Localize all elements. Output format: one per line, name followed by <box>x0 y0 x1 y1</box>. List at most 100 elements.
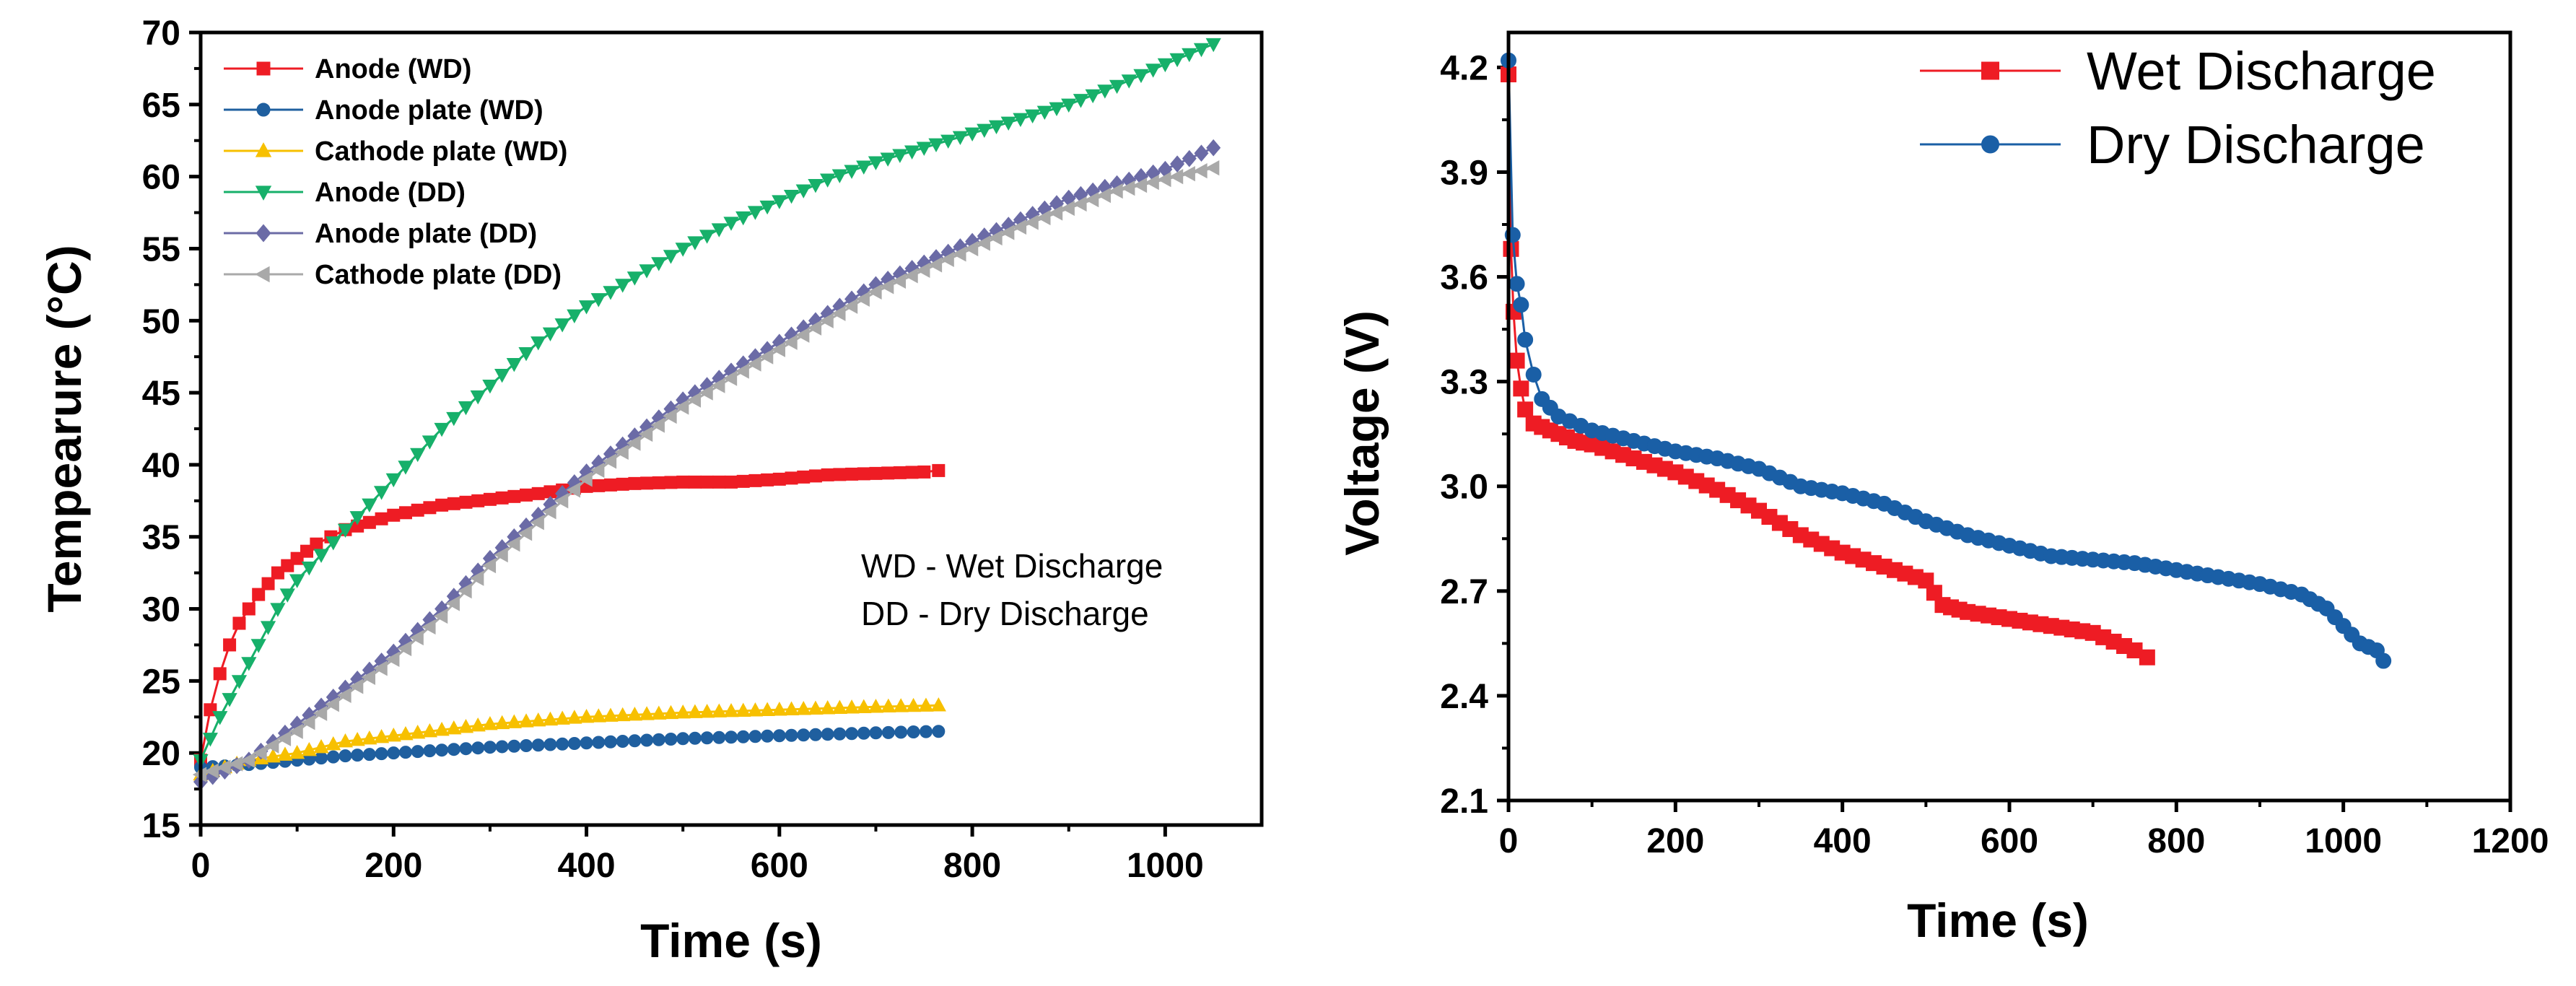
data-point <box>520 738 533 752</box>
data-point <box>223 638 237 652</box>
y-tick-label: 2.4 <box>1440 678 1488 716</box>
legend-marker <box>255 266 270 283</box>
y-tick-label: 70 <box>142 14 180 53</box>
data-point <box>1517 331 1534 348</box>
data-point <box>879 279 894 295</box>
data-point <box>747 702 764 717</box>
data-point <box>554 493 569 509</box>
data-point <box>410 724 426 739</box>
data-point <box>857 467 870 481</box>
data-point <box>722 370 738 386</box>
data-point <box>518 347 534 362</box>
y-tick-label: 55 <box>142 230 180 269</box>
data-point <box>855 291 870 307</box>
data-point <box>554 318 570 333</box>
data-point <box>483 741 497 754</box>
data-point <box>590 293 606 307</box>
data-point <box>820 173 836 188</box>
data-point <box>844 165 860 179</box>
data-point <box>349 731 365 746</box>
data-point <box>1181 166 1195 182</box>
x-tick-label: 200 <box>1646 822 1704 860</box>
data-point <box>506 714 522 728</box>
x-tick-label: 1200 <box>2472 822 2549 860</box>
data-point <box>250 639 266 653</box>
data-point <box>1145 64 1161 78</box>
data-point <box>664 476 678 489</box>
data-point <box>831 169 847 183</box>
data-point <box>567 736 581 750</box>
data-point <box>253 745 267 761</box>
data-point <box>819 313 834 328</box>
legend-marker <box>1981 61 1999 80</box>
data-point <box>281 559 294 572</box>
y-tick-label: 25 <box>142 663 180 701</box>
data-point <box>928 138 944 152</box>
y-tick-label: 2.1 <box>1440 782 1488 821</box>
y-tick-label: 60 <box>142 159 180 197</box>
data-point <box>783 189 800 204</box>
data-point <box>495 740 509 754</box>
data-point <box>675 704 691 719</box>
data-point <box>458 583 472 599</box>
data-point <box>977 123 992 138</box>
data-point <box>373 486 390 500</box>
data-point <box>592 736 606 749</box>
data-point <box>735 363 749 379</box>
data-point <box>700 731 714 745</box>
data-point <box>518 525 533 541</box>
data-point <box>434 422 450 437</box>
data-point <box>543 738 557 751</box>
data-point <box>603 286 619 300</box>
data-point <box>398 746 412 759</box>
data-point <box>712 475 726 489</box>
y-tick-label: 30 <box>142 591 180 629</box>
data-point <box>856 160 872 175</box>
data-point <box>964 240 979 257</box>
data-point <box>387 746 401 760</box>
data-point <box>699 230 715 244</box>
data-point <box>362 498 377 513</box>
data-point <box>411 503 424 517</box>
data-point <box>905 697 922 712</box>
data-point <box>759 200 775 215</box>
legend-label: Anode plate (WD) <box>315 95 543 126</box>
y-tick-label: 40 <box>142 447 180 485</box>
data-point <box>578 709 595 723</box>
x-tick-label: 1000 <box>2305 822 2382 860</box>
data-point <box>663 408 677 424</box>
data-point <box>1182 149 1197 167</box>
x-tick-label: 1000 <box>1127 847 1204 885</box>
data-point <box>232 616 246 630</box>
data-point <box>385 651 400 668</box>
data-point <box>483 492 497 506</box>
data-point <box>614 444 629 461</box>
data-point <box>833 468 847 481</box>
data-point <box>964 127 980 141</box>
data-point <box>904 145 920 160</box>
data-point <box>349 679 364 694</box>
data-point <box>759 702 775 716</box>
data-point <box>434 721 450 736</box>
data-point <box>423 744 437 758</box>
data-point <box>651 257 667 271</box>
data-point <box>723 217 739 231</box>
data-point <box>640 476 654 490</box>
data-point <box>652 476 665 489</box>
series-anode-dd <box>193 38 1221 769</box>
data-point <box>567 710 582 724</box>
data-point <box>675 243 691 257</box>
data-point <box>797 728 811 742</box>
data-point <box>530 515 544 531</box>
data-point <box>918 697 934 712</box>
data-point <box>651 705 667 720</box>
data-point <box>893 698 909 712</box>
data-point <box>375 512 388 525</box>
data-point <box>276 730 292 746</box>
data-point <box>711 223 727 237</box>
data-point <box>398 461 414 475</box>
data-point <box>603 735 617 749</box>
data-point <box>857 726 870 740</box>
data-point <box>260 621 276 635</box>
data-point <box>362 515 376 529</box>
